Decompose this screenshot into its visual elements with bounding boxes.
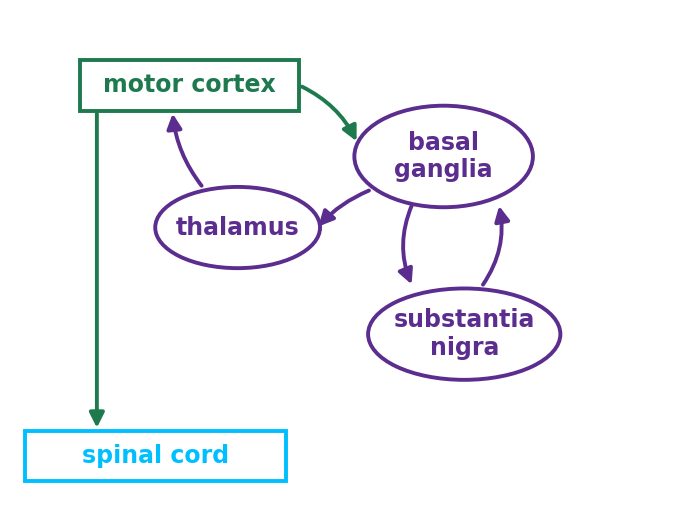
- FancyBboxPatch shape: [80, 60, 300, 111]
- Text: substantia
nigra: substantia nigra: [393, 308, 535, 360]
- Ellipse shape: [354, 106, 533, 207]
- Text: basal
ganglia: basal ganglia: [394, 131, 493, 182]
- FancyBboxPatch shape: [25, 431, 286, 481]
- Text: spinal cord: spinal cord: [82, 444, 229, 468]
- Text: thalamus: thalamus: [176, 216, 300, 239]
- Ellipse shape: [368, 288, 560, 380]
- Text: motor cortex: motor cortex: [103, 73, 276, 98]
- Ellipse shape: [155, 187, 320, 268]
